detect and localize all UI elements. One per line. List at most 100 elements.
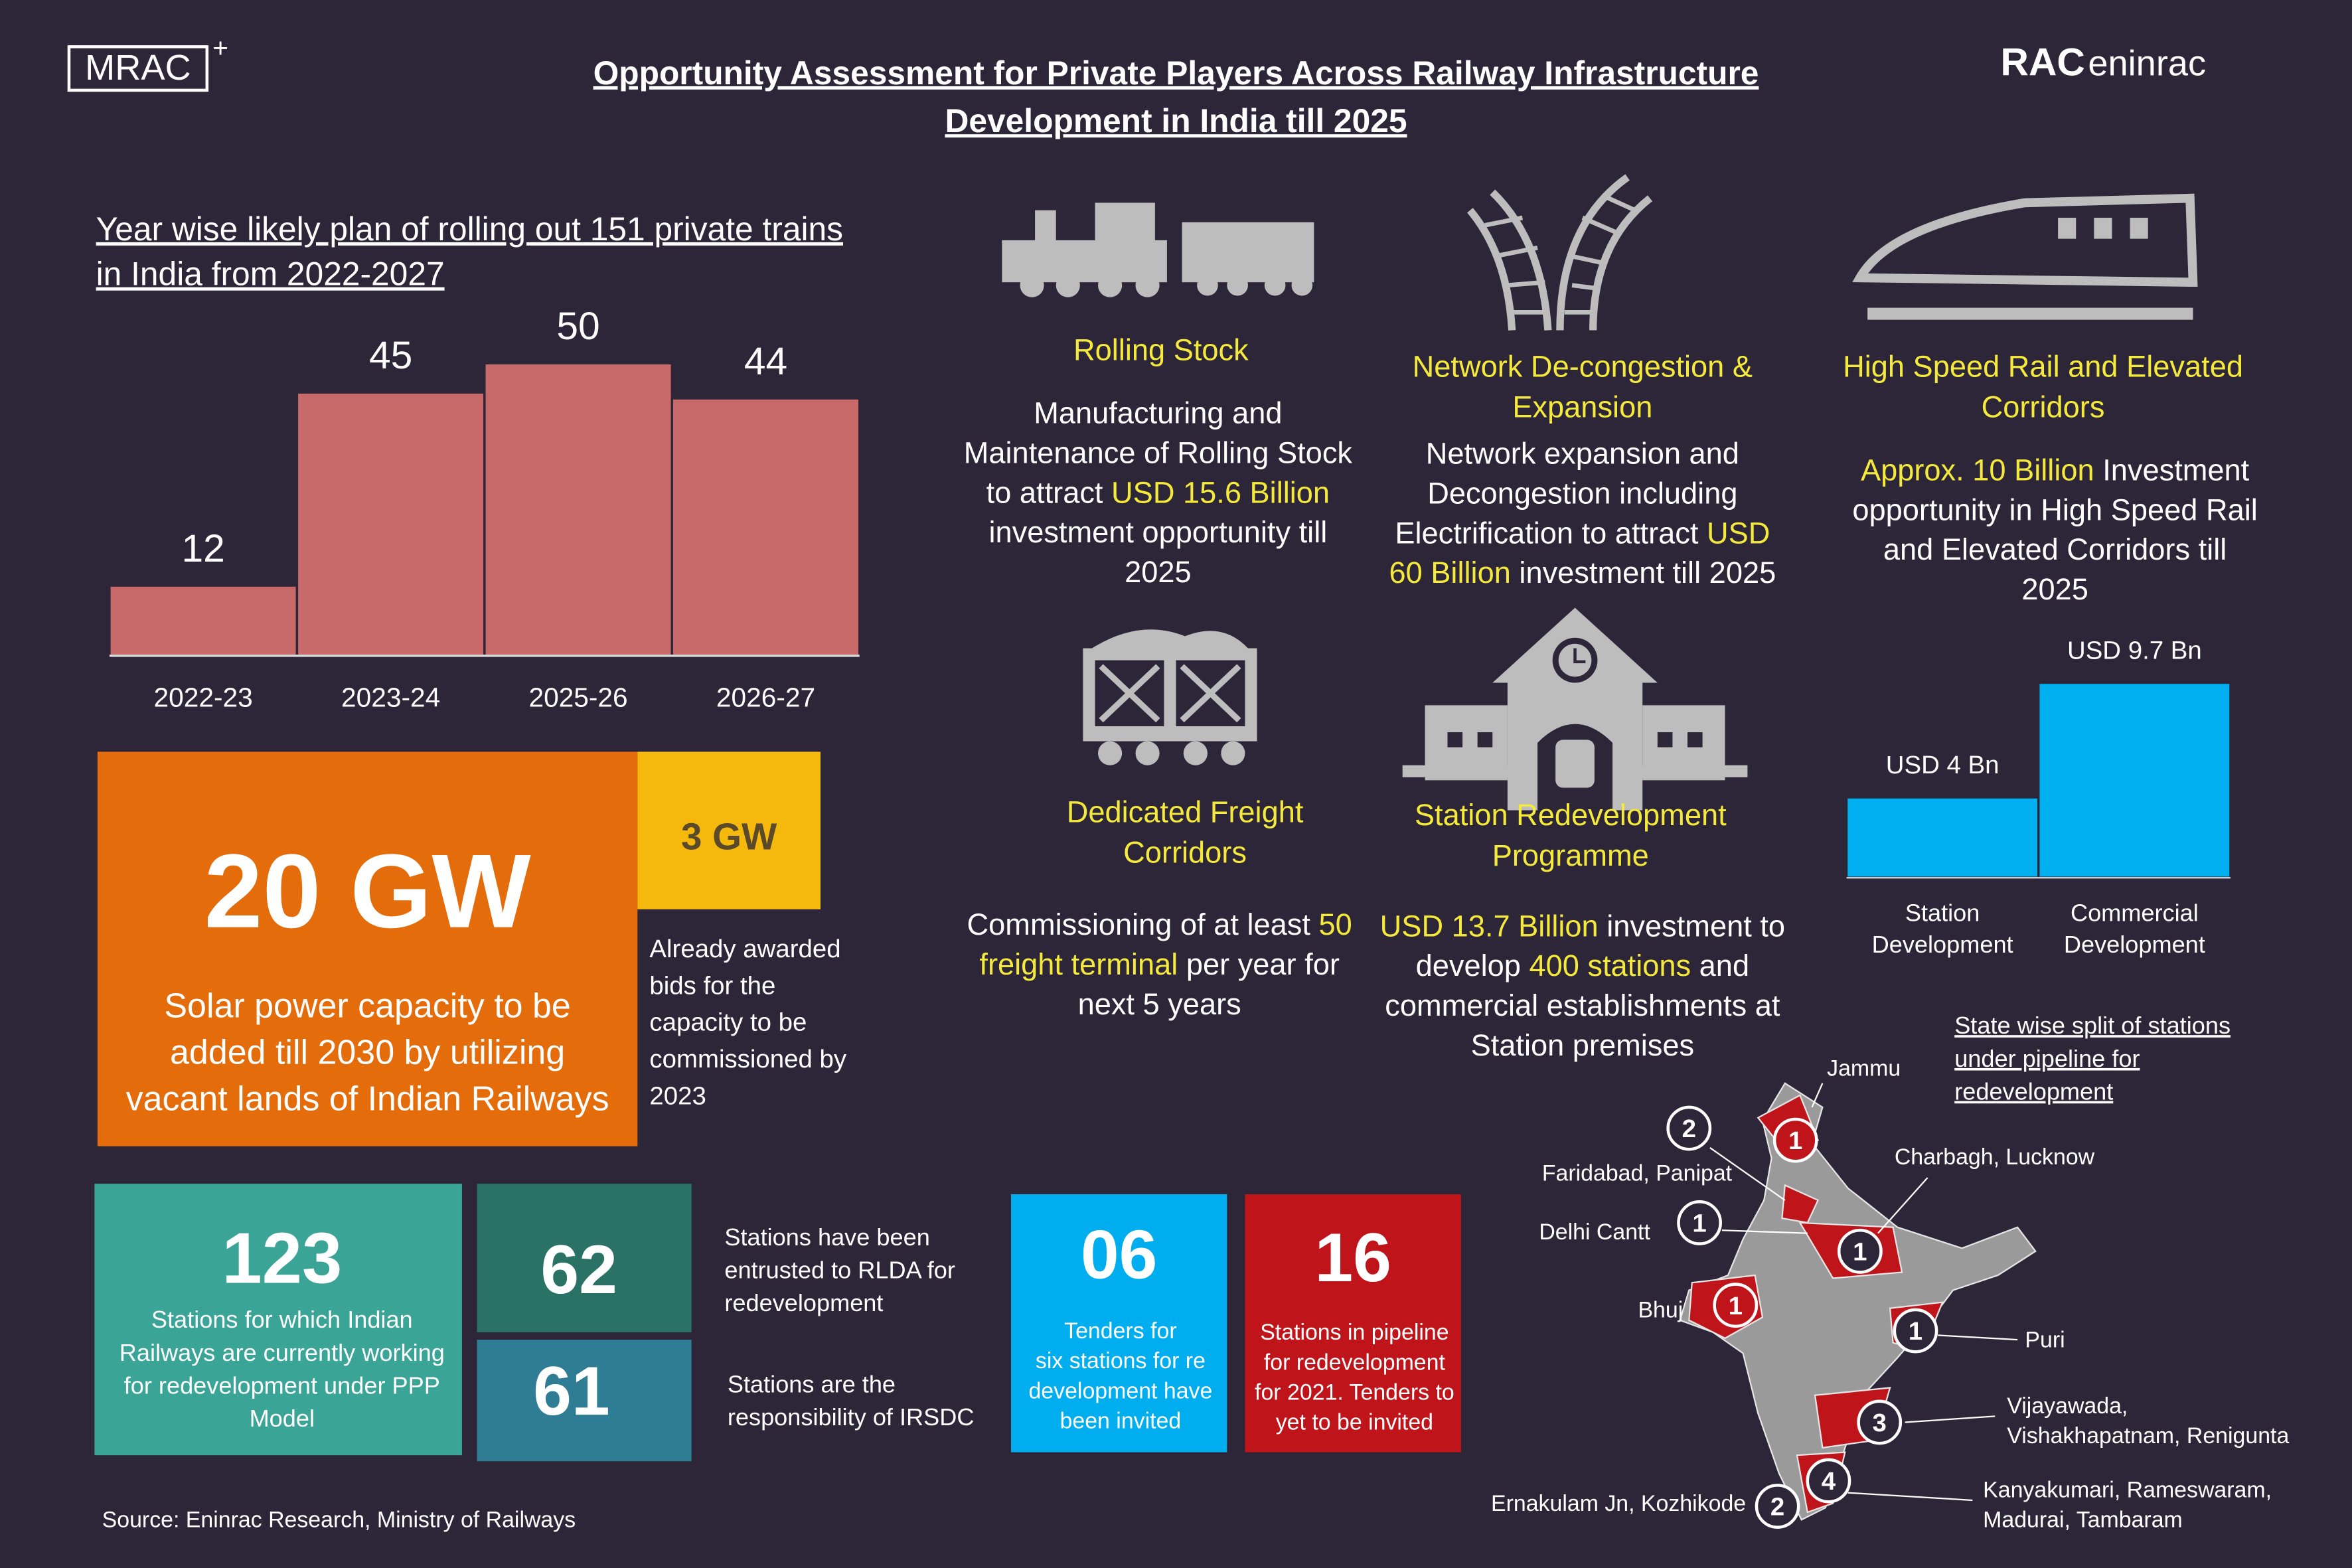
stat-text: been invited (1060, 1408, 1182, 1433)
title: Opportunity Assessment for Private Playe… (593, 54, 1759, 92)
x-tick-label: 2025-26 (528, 682, 627, 713)
text-segment: to attract (986, 475, 1111, 509)
stat-text: Stations in pipeline (1260, 1320, 1449, 1345)
text-segment: Investment (2094, 453, 2250, 487)
data-label: USD 9.7 Bn (2067, 636, 2202, 665)
solar-small-text: capacity to be (649, 1008, 807, 1037)
x-tick-label: Development (1872, 931, 2013, 958)
stat-tile (477, 1184, 692, 1332)
marker-count: 1 (1909, 1317, 1922, 1346)
marker-label: Vishakhapatnam, Renigunta (2007, 1423, 2289, 1449)
text-segment: next 5 years (1078, 987, 1241, 1021)
map-title: State wise split of stations (1954, 1012, 2231, 1039)
stat-tile (477, 1340, 692, 1462)
logo-right-light: eninrac (2088, 43, 2206, 83)
bar (1845, 796, 2040, 879)
solar-text: vacant lands of Indian Railways (126, 1079, 609, 1118)
leader-line (1709, 1147, 1786, 1201)
marker (1666, 1105, 1712, 1151)
text-segment: 50 (1318, 907, 1352, 941)
text-segment: Station premises (1471, 1028, 1695, 1062)
chart-title: Year wise likely plan of rolling out 151… (96, 210, 843, 248)
sector-text: Manufacturing and (1034, 396, 1282, 430)
solar-text: Solar power capacity to be (164, 986, 570, 1025)
solar-small-text: 2023 (649, 1081, 706, 1110)
icon-high-speed-rail (1852, 193, 2198, 320)
sector-text: and Elevated Corridors till (1883, 532, 2227, 566)
sector-title: Rolling Stock (1073, 333, 1249, 367)
marker (1713, 1283, 1759, 1328)
marker-count: 1 (1788, 1127, 1802, 1155)
sector-title: Programme (1492, 838, 1649, 872)
stat-value: 62 (540, 1231, 617, 1308)
leader-line (1938, 1334, 2018, 1341)
title: Development in India till 2025 (945, 102, 1407, 139)
x-tick-label: Station (1905, 900, 1980, 927)
marker-label: Jammu (1827, 1056, 1901, 1081)
sector-title: Corridors (1982, 390, 2105, 424)
text-segment: 2025 (1125, 555, 1192, 589)
text-segment: 400 stations (1529, 949, 1691, 982)
text-segment: USD 15.6 Billion (1111, 475, 1330, 509)
map-title: under pipeline for (1954, 1045, 2140, 1072)
sector-text: commercial establishments at (1385, 988, 1780, 1022)
sector-text: Station premises (1471, 1028, 1695, 1062)
solar-box (97, 751, 638, 1146)
stat-text: for 2021. Tenders to (1255, 1380, 1454, 1405)
bar (295, 391, 486, 657)
solar-small-text: bids for the (649, 971, 775, 1000)
stat-value: 16 (1314, 1219, 1391, 1296)
source: Source: Eninrac Research, Ministry of Ra… (102, 1508, 576, 1533)
sector-title: High Speed Rail and Elevated (1843, 350, 2243, 384)
marker-count: 1 (1692, 1209, 1706, 1237)
text-segment: Manufacturing and (1034, 396, 1282, 430)
stat-tile (94, 1184, 462, 1456)
x-tick-label: Commercial (2071, 900, 2199, 927)
text-segment: investment till 2025 (1511, 556, 1776, 589)
solar-small: 3 GW (681, 815, 777, 857)
x-tick-label: 2022-23 (154, 682, 253, 713)
sector-text: Network expansion and (1426, 437, 1739, 471)
stat-text: redevelopment (724, 1289, 883, 1316)
text-segment: develop (1416, 949, 1529, 982)
x-tick-label: 2023-24 (341, 682, 440, 713)
data-label: 45 (369, 334, 412, 377)
stat-value: 61 (533, 1353, 610, 1430)
sector-text: freight terminal per year for (979, 947, 1339, 981)
sector-text: 2025 (1125, 555, 1192, 589)
data-label: 50 (556, 305, 599, 348)
sector-title: Expansion (1512, 390, 1652, 424)
leader-line (1811, 1083, 1824, 1108)
stat-text: entrusted to RLDA for (724, 1257, 955, 1284)
marker (1806, 1458, 1851, 1504)
text-segment: freight terminal (979, 947, 1178, 981)
marker-label: Delhi Cantt (1539, 1219, 1650, 1245)
marker-label: Faridabad, Panipat (1542, 1161, 1733, 1186)
data-label: USD 4 Bn (1886, 751, 1999, 779)
solar-small-text: commissioned by (649, 1045, 846, 1073)
stat-tile (1245, 1194, 1461, 1452)
stat-text: Stations for which Indian (151, 1306, 413, 1333)
sector-text: to attract USD 15.6 Billion (986, 475, 1330, 509)
marker-count: 1 (1853, 1237, 1867, 1266)
sector-text: Approx. 10 Billion Investment (1861, 453, 2250, 487)
bar (483, 362, 673, 657)
text-segment: USD (1707, 516, 1770, 550)
stat-text: Model (250, 1405, 315, 1432)
text-segment: Electrification to attract (1395, 516, 1707, 550)
text-segment: Maintenance of Rolling Stock (964, 435, 1353, 469)
marker-count: 4 (1822, 1467, 1836, 1496)
bar (670, 397, 861, 657)
sector-text: USD 13.7 Billion investment to (1380, 909, 1785, 943)
x-tick-label: Development (2064, 931, 2205, 958)
marker-label: Vijayawada, (2007, 1393, 2128, 1419)
sector-text: 2025 (2021, 572, 2088, 606)
data-label: 12 (181, 527, 224, 570)
stat-value: 123 (222, 1217, 342, 1298)
marker-count: 3 (1873, 1409, 1887, 1437)
marker-label: Bhuj (1638, 1297, 1683, 1322)
leader-line (1847, 1492, 1973, 1502)
text-segment: and Elevated Corridors till (1883, 532, 2227, 566)
stat-text: six stations for re (1036, 1348, 1206, 1373)
sector-text: investment opportunity till (988, 515, 1327, 549)
